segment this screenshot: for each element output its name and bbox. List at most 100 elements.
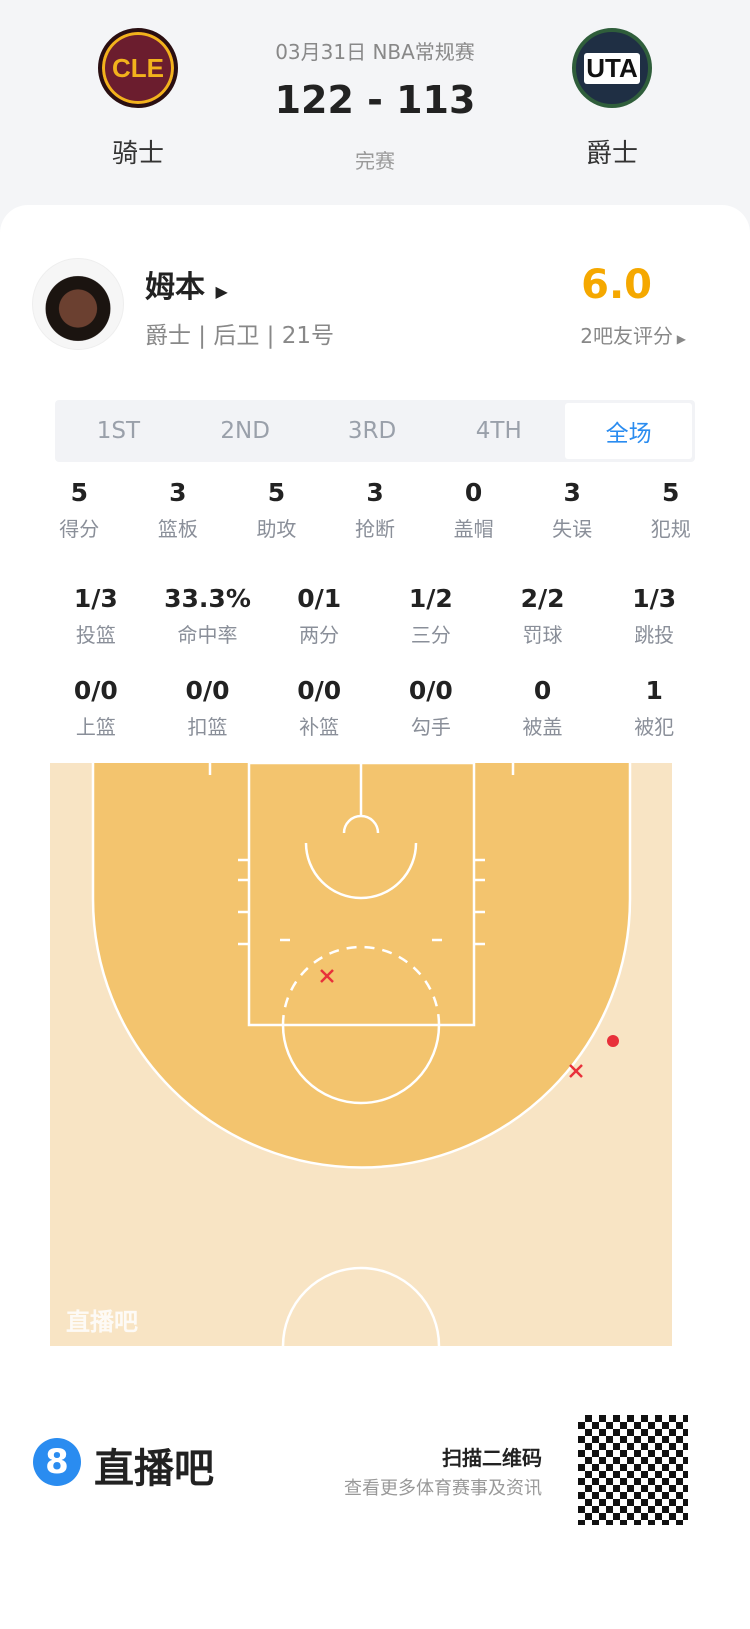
stat-cell: 33.3% 命中率 — [152, 584, 264, 648]
stat-cell: 0 被盖 — [487, 676, 599, 740]
game-score: 122 - 113 — [274, 78, 476, 122]
court-watermark: 直播吧 — [66, 1308, 138, 1336]
stat-cell: 5 助攻 — [227, 478, 326, 542]
player-avatar[interactable] — [32, 258, 124, 350]
home-team-name: 骑士 — [111, 139, 164, 169]
stat-value: 5 — [267, 478, 286, 507]
game-date-league: 03月31日 NBA常规赛 — [275, 40, 475, 64]
shot-miss-marker — [320, 969, 334, 983]
stat-label: 篮板 — [157, 517, 198, 541]
scan-qr-title: 扫描二维码 — [442, 1446, 542, 1470]
free-throw-circle-lower — [281, 1024, 441, 1105]
brand-name: 直播吧 — [94, 1446, 214, 1492]
tab-3rd[interactable]: 3RD — [347, 418, 397, 444]
stat-cell: 5 得分 — [30, 478, 129, 542]
stat-value: 0/0 — [297, 676, 342, 705]
brand-logo-icon: 8 — [33, 1438, 81, 1486]
away-team-name: 爵士 — [585, 139, 638, 169]
restricted-area — [304, 842, 418, 900]
stat-label: 勾手 — [410, 715, 451, 739]
stat-value: 0 — [533, 676, 552, 705]
stat-cell: 1 被犯 — [598, 676, 710, 740]
stat-value: 1/2 — [408, 584, 453, 613]
stat-cell: 0/1 两分 — [263, 584, 375, 648]
uta-logo-text: UTA — [584, 52, 640, 84]
stat-value: 0 — [464, 478, 483, 507]
stat-value: 3 — [366, 478, 384, 507]
center-circle — [281, 1266, 441, 1347]
stat-cell: 0/0 扣篮 — [152, 676, 264, 740]
stat-label: 被盖 — [522, 715, 563, 739]
stats-row-shot-types: 0/0 上篮 0/0 扣篮 0/0 补篮 0/0 勾手 0 被盖 1 被犯 — [40, 676, 710, 740]
stat-cell: 0/0 上篮 — [40, 676, 152, 740]
shot-miss-marker — [569, 1064, 583, 1078]
stat-cell: 3 抢断 — [326, 478, 425, 542]
stat-cell: 0/0 勾手 — [375, 676, 487, 740]
stat-value: 0/0 — [73, 676, 118, 705]
stat-value: 1/3 — [73, 584, 118, 613]
cle-logo: CLE — [98, 28, 178, 108]
three-point-line — [91, 763, 632, 1169]
stat-label: 补篮 — [299, 715, 340, 739]
scan-qr-subtitle: 查看更多体育赛事及资讯 — [344, 1478, 542, 1499]
stat-label: 上篮 — [75, 715, 116, 739]
stat-cell: 3 篮板 — [129, 478, 228, 542]
stat-label: 三分 — [410, 623, 451, 647]
stat-label: 跳投 — [634, 623, 675, 647]
caret-right-icon: ▶ — [215, 282, 228, 301]
game-status: 完赛 — [355, 149, 395, 173]
rating-label: 2吧友评分 — [580, 324, 673, 348]
player-name-link[interactable]: 姆本 ▶ — [145, 262, 228, 306]
stat-label: 失误 — [552, 517, 593, 541]
shot-make-marker — [607, 1035, 619, 1047]
stat-label: 犯规 — [650, 517, 691, 541]
tab-2nd[interactable]: 2ND — [220, 418, 270, 444]
tab-1st[interactable]: 1ST — [96, 418, 141, 444]
stat-value: 0/1 — [297, 584, 342, 613]
stat-label: 得分 — [59, 517, 100, 541]
stat-label: 助攻 — [256, 517, 297, 541]
rim — [342, 814, 380, 834]
stat-label: 抢断 — [355, 517, 396, 541]
player-name: 姆本 — [145, 270, 205, 305]
stat-value: 3 — [169, 478, 187, 507]
free-throw-circle-upper — [281, 945, 441, 1026]
stat-cell: 5 犯规 — [621, 478, 720, 542]
qr-code[interactable] — [578, 1415, 688, 1525]
stat-label: 投篮 — [75, 623, 116, 647]
stat-value: 33.3% — [164, 584, 251, 613]
stat-cell: 0 盖帽 — [424, 478, 523, 542]
stat-label: 扣篮 — [187, 715, 228, 739]
stats-row-basic: 5 得分 3 篮板 5 助攻 3 抢断 0 盖帽 3 失误 5 犯规 — [30, 478, 720, 542]
stat-label: 命中率 — [177, 623, 238, 647]
period-tabs: 1ST 2ND 3RD 4TH 全场 — [55, 400, 695, 462]
three-point-area — [93, 763, 630, 1168]
stat-cell: 3 失误 — [523, 478, 622, 542]
caret-right-icon: ▶ — [672, 332, 686, 346]
tab-full-game[interactable]: 全场 — [565, 403, 692, 459]
stat-cell: 1/3 跳投 — [598, 584, 710, 648]
player-info: 爵士 | 后卫 | 21号 — [145, 323, 335, 349]
stat-label: 罚球 — [522, 623, 563, 647]
stat-value: 5 — [662, 478, 680, 507]
stat-cell: 1/2 三分 — [375, 584, 487, 648]
stat-cell: 2/2 罚球 — [487, 584, 599, 648]
stat-value: 3 — [563, 478, 581, 507]
stat-cell: 1/3 投篮 — [40, 584, 152, 648]
stat-value: 0/0 — [185, 676, 230, 705]
stat-value: 0/0 — [408, 676, 453, 705]
stat-value: 1 — [645, 676, 663, 705]
player-rating: 6.0 — [581, 262, 652, 308]
stat-value: 1/3 — [632, 584, 677, 613]
stat-label: 被犯 — [634, 715, 675, 739]
stat-label: 两分 — [299, 623, 340, 647]
rating-link[interactable]: 2吧友评分 ▶ — [580, 320, 686, 349]
stat-value: 2/2 — [520, 584, 565, 613]
stat-label: 盖帽 — [453, 517, 494, 541]
stat-value: 5 — [70, 478, 88, 507]
tab-4th[interactable]: 4TH — [475, 418, 522, 444]
stats-row-shooting: 1/3 投篮 33.3% 命中率 0/1 两分 1/2 三分 2/2 罚球 1/3 跳投 — [40, 584, 710, 648]
uta-logo: UTA — [572, 28, 652, 108]
stat-cell: 0/0 补篮 — [263, 676, 375, 740]
